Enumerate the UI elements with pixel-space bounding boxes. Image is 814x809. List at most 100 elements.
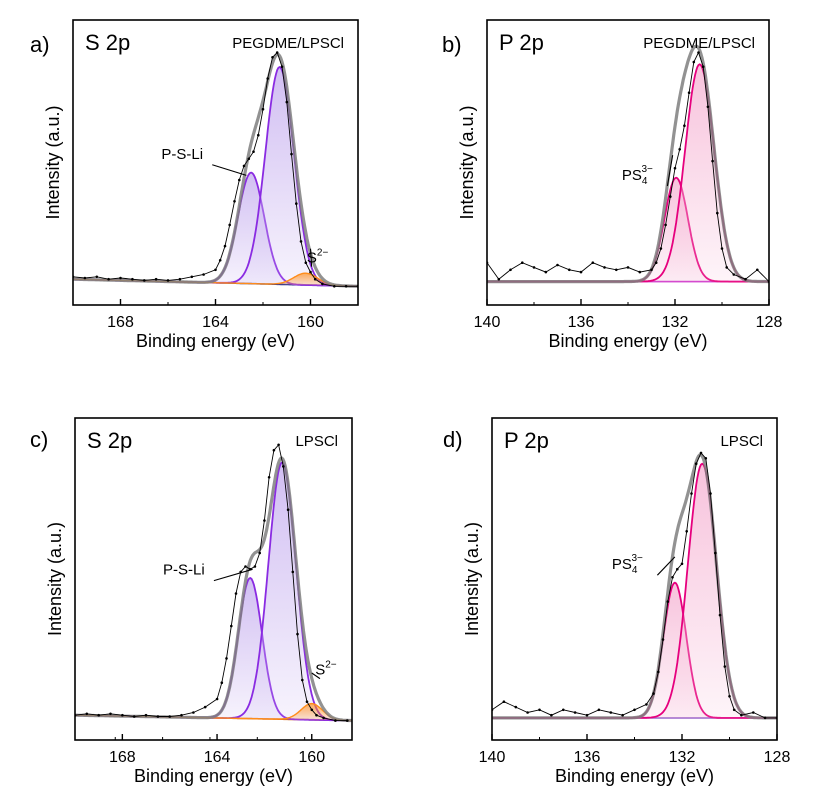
data-point <box>652 692 655 695</box>
component-fill-2 <box>75 462 352 721</box>
data-point <box>514 705 518 709</box>
data-point <box>225 657 228 660</box>
panel-c: 168 164 160 Binding energy (eV) Intensity (a… <box>30 417 353 786</box>
data-point <box>704 457 708 460</box>
component-fill-2 <box>492 463 777 718</box>
data-point <box>252 150 255 153</box>
peak-annotation: P-S-Li <box>161 146 203 163</box>
data-point <box>744 277 747 281</box>
data-point <box>615 268 618 272</box>
data-point <box>132 715 136 718</box>
data-point <box>532 266 536 269</box>
data-point <box>214 268 217 272</box>
data-point <box>228 223 231 227</box>
data-point <box>154 277 158 281</box>
data-point <box>247 157 251 161</box>
data-point <box>669 195 672 198</box>
data-point <box>313 277 317 281</box>
data-point <box>119 276 122 280</box>
data-point <box>230 624 233 628</box>
data-point <box>568 268 571 272</box>
data-point <box>121 713 124 717</box>
plot-frame <box>74 417 353 741</box>
data-point <box>333 285 336 288</box>
annotation-leader <box>311 672 321 680</box>
x-axis-label: Binding energy (eV) <box>548 331 707 351</box>
data-point <box>321 282 324 286</box>
data-point <box>521 261 524 265</box>
data-point <box>322 716 325 720</box>
data-point <box>661 638 665 641</box>
x-tick-label: 164 <box>204 749 231 766</box>
data-point <box>621 713 624 717</box>
plot-area <box>487 44 769 284</box>
x-tick-label: 128 <box>756 314 783 331</box>
data-point <box>714 551 717 555</box>
data-point <box>304 261 308 265</box>
data-point <box>291 570 295 574</box>
data-point <box>680 562 684 566</box>
data-point <box>659 247 663 250</box>
data-point <box>131 277 134 281</box>
data-point <box>654 261 658 265</box>
x-tick-label: 140 <box>479 749 506 766</box>
data-point <box>296 632 299 636</box>
data-point <box>282 465 285 468</box>
data-point <box>156 715 160 718</box>
data-point <box>244 565 247 568</box>
x-tick-label: 140 <box>474 314 501 331</box>
data-point <box>591 261 595 265</box>
plot-area <box>75 443 352 723</box>
data-point <box>218 259 222 262</box>
data-point <box>309 270 312 274</box>
data-point <box>697 51 700 54</box>
x-tick-label: 132 <box>669 749 696 766</box>
envelope-fit-line <box>487 44 769 284</box>
data-point <box>573 711 577 714</box>
panel-label: d) <box>443 427 463 452</box>
data-point <box>694 462 698 466</box>
spectrum-title: S 2p <box>87 428 132 453</box>
data-point <box>257 133 260 137</box>
component-fill-2 <box>73 67 358 287</box>
panel-label: c) <box>30 427 48 452</box>
data-point <box>723 665 727 668</box>
envelope-fit-line <box>75 456 352 723</box>
data-point <box>562 708 565 712</box>
data-point <box>305 700 309 703</box>
data-point <box>664 223 667 227</box>
x-tick-label: 160 <box>298 749 325 766</box>
y-axis-label: Intensity (a.u.) <box>457 105 477 219</box>
x-tick-label: 136 <box>574 749 601 766</box>
data-point <box>740 713 743 717</box>
data-point <box>687 91 691 94</box>
x-tick-label: 168 <box>109 749 136 766</box>
data-point <box>238 178 241 182</box>
x-tick-label: 168 <box>107 314 134 331</box>
data-point <box>109 712 112 716</box>
data-point <box>550 713 553 717</box>
data-point <box>752 711 755 714</box>
data-point <box>685 530 688 533</box>
component-fill-3 <box>73 273 358 287</box>
data-point <box>609 711 613 714</box>
sample-label: LPSCl <box>295 433 338 450</box>
data-point <box>725 266 728 269</box>
data-point <box>202 273 205 276</box>
data-point <box>315 713 318 717</box>
panel-label: a) <box>30 32 50 57</box>
data-point <box>720 247 724 250</box>
data-point <box>692 60 696 64</box>
data-point <box>233 200 236 203</box>
data-point <box>732 708 736 712</box>
data-point <box>638 270 642 274</box>
sample-label: PEGDME/LPSCl <box>232 35 344 52</box>
data-point <box>95 275 99 279</box>
data-point <box>597 708 601 712</box>
raw-data-line <box>492 452 777 719</box>
x-tick-label: 136 <box>568 314 595 331</box>
data-point <box>280 65 284 68</box>
data-point <box>258 551 262 555</box>
